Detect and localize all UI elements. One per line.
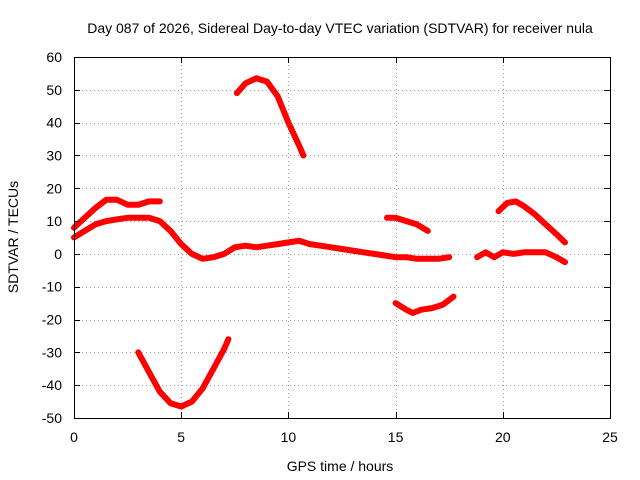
grid-lines xyxy=(74,57,610,418)
x-tick-label: 15 xyxy=(388,429,404,445)
series-arc-deep-dip xyxy=(135,336,232,410)
x-axis-label: GPS time / hours xyxy=(287,458,394,474)
y-axis-label: SDTVAR / TECUs xyxy=(5,181,21,293)
x-tick-label: 5 xyxy=(177,429,185,445)
y-tick-label: 40 xyxy=(46,115,62,131)
series-arc-high-peak xyxy=(233,75,307,159)
x-tick-label: 25 xyxy=(602,429,618,445)
x-tick-label: 0 xyxy=(70,429,78,445)
x-tick-label: 20 xyxy=(495,429,511,445)
series-arc-evening-upper xyxy=(495,198,568,246)
series-arc-evening-baseline xyxy=(474,249,568,266)
y-tick-label: -50 xyxy=(42,410,62,426)
y-tick-label: 60 xyxy=(46,49,62,65)
data-series xyxy=(71,75,568,410)
x-tick-label: 10 xyxy=(281,429,297,445)
y-tick-label: -20 xyxy=(42,312,62,328)
y-tick-label: 0 xyxy=(54,246,62,262)
y-tick-label: -30 xyxy=(42,344,62,360)
series-arc-main-baseline xyxy=(71,214,453,262)
y-tick-label: 10 xyxy=(46,213,62,229)
y-tick-label: 20 xyxy=(46,180,62,196)
y-tick-label: -40 xyxy=(42,377,62,393)
series-arc-upper-morning xyxy=(71,196,163,231)
y-tick-label: 30 xyxy=(46,147,62,163)
series-arc-afternoon-upper xyxy=(384,214,431,234)
axis-ticks: 0 5 10 15 20 25 -50 -40 -30 -20 -10 0 10 20 30 40 50 60 xyxy=(42,49,618,445)
series-arc-afternoon-lower xyxy=(392,293,457,316)
plot-frame xyxy=(74,57,611,419)
y-tick-label: 50 xyxy=(46,82,62,98)
chart-title: Day 087 of 2026, Sidereal Day-to-day VTE… xyxy=(87,20,593,36)
y-tick-label: -10 xyxy=(42,279,62,295)
